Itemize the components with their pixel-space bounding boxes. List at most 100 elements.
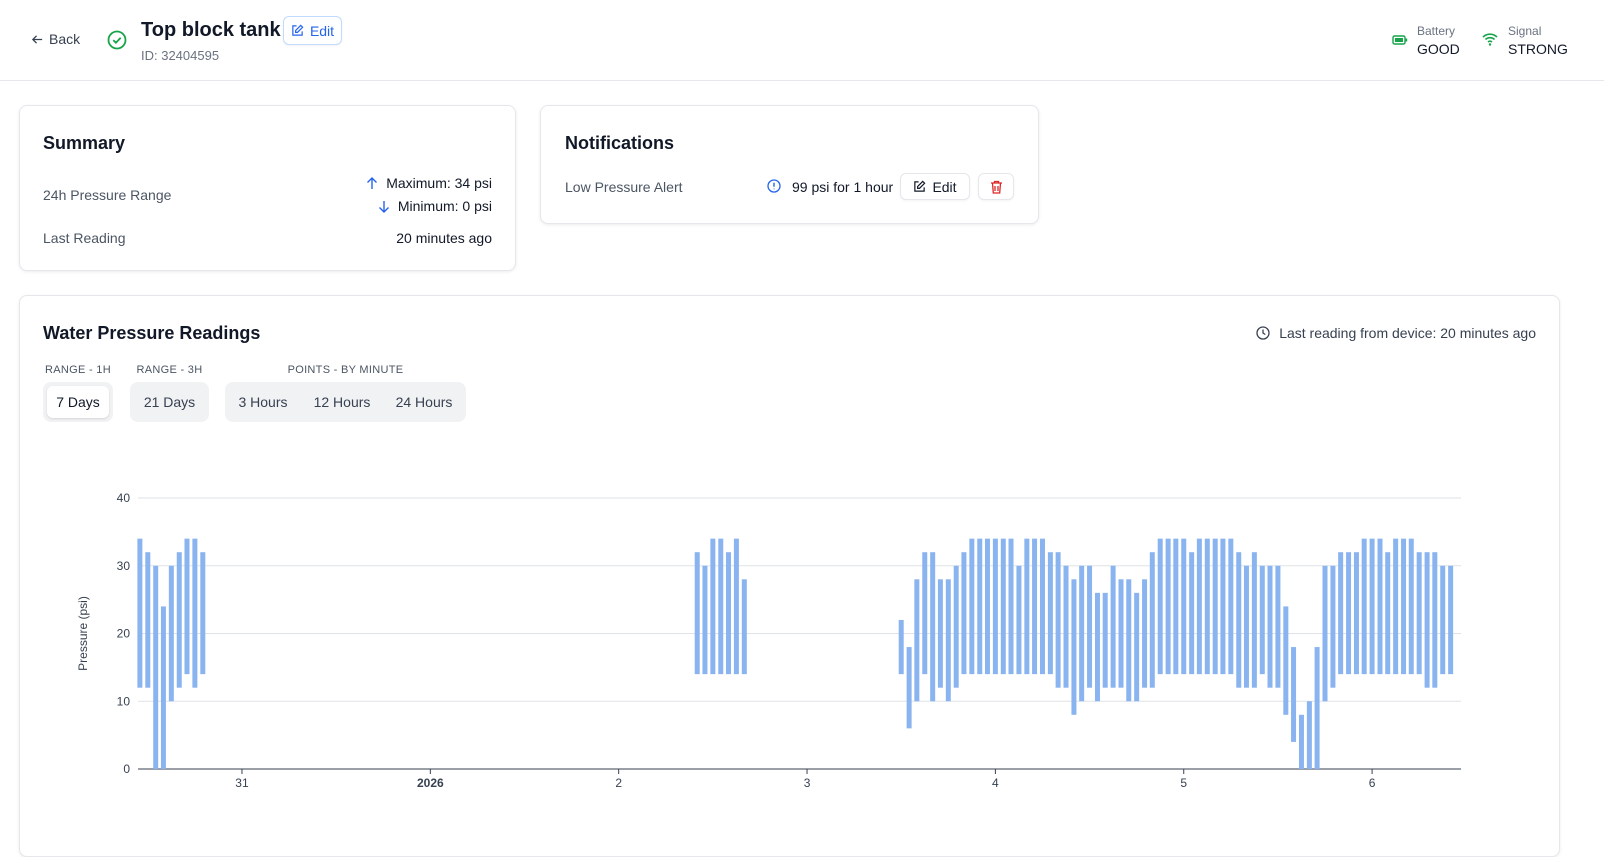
range-bar xyxy=(1424,552,1430,688)
minimum-value: Minimum: 0 psi xyxy=(397,198,492,214)
range-bar xyxy=(1024,538,1030,675)
range-bar xyxy=(1126,579,1132,702)
signal-icon xyxy=(1482,33,1498,46)
range-bar xyxy=(1063,565,1069,688)
range-bar xyxy=(1110,565,1116,688)
edit-title-button[interactable]: Edit xyxy=(283,16,342,45)
tab-button[interactable]: 21 Days xyxy=(143,394,196,410)
range-bar xyxy=(1243,565,1249,688)
range-bar xyxy=(992,538,998,675)
range-bar xyxy=(718,538,724,675)
battery-icon xyxy=(1392,35,1408,45)
x-tick-label: 31 xyxy=(235,776,249,790)
x-tick-label: 6 xyxy=(1369,776,1376,790)
x-tick-label: 3 xyxy=(804,776,811,790)
range-bar xyxy=(1306,701,1312,769)
clock-icon xyxy=(1256,326,1270,340)
range-bar xyxy=(1181,538,1187,675)
range-bar xyxy=(914,579,920,702)
range-bar xyxy=(694,552,700,675)
tab-button[interactable]: 24 Hours xyxy=(395,394,453,410)
range-bar xyxy=(1212,538,1218,675)
range-bar xyxy=(153,565,159,769)
range-bar xyxy=(184,538,190,675)
edit-alert-button[interactable]: Edit xyxy=(900,173,970,200)
summary-title: Summary xyxy=(43,133,126,153)
range-bar xyxy=(1071,579,1077,715)
range-bar xyxy=(1416,552,1422,675)
range-bar xyxy=(1259,565,1265,675)
tab-button[interactable]: 12 Hours xyxy=(313,394,371,410)
battery-label: Battery xyxy=(1417,24,1456,38)
range-bar xyxy=(1361,538,1367,675)
range-bar xyxy=(1079,565,1085,702)
range-bar xyxy=(1322,565,1328,702)
down-arrow-icon xyxy=(378,200,389,213)
y-tick-label: 30 xyxy=(117,559,131,573)
edit-alert-label: Edit xyxy=(932,178,957,195)
battery-value: GOOD xyxy=(1417,41,1460,57)
trash-icon xyxy=(990,180,1002,194)
alert-rule: 99 psi for 1 hour xyxy=(792,179,894,195)
range-bar xyxy=(741,579,747,675)
signal-label: Signal xyxy=(1508,24,1542,38)
tab-button[interactable]: 7 Days xyxy=(47,386,109,418)
page: Top block tank { "header": {"back": "Bac… xyxy=(0,16,1604,857)
device-title: Top block tank xyxy=(141,19,281,41)
range-bar xyxy=(1165,538,1171,675)
back-label: Back xyxy=(49,31,81,47)
range-bar xyxy=(168,565,174,702)
range-bar xyxy=(145,552,151,688)
range-bar xyxy=(1330,565,1336,688)
up-arrow-icon xyxy=(367,176,378,189)
y-tick-label: 10 xyxy=(117,694,131,708)
minimum-row: Minimum: 0 psi xyxy=(378,198,492,214)
range-bar xyxy=(1408,538,1414,675)
range-bar xyxy=(969,538,975,675)
maximum-row: Maximum: 34 psi xyxy=(366,175,492,191)
range-bar xyxy=(1440,565,1446,675)
range-bar xyxy=(1055,552,1061,688)
maximum-value: Maximum: 34 psi xyxy=(386,175,492,191)
range-bar xyxy=(1134,592,1140,702)
tab-group: 21 Days xyxy=(130,382,209,422)
range-bar xyxy=(1196,538,1202,675)
range-bar xyxy=(1102,592,1108,688)
range-bar xyxy=(1267,565,1273,688)
delete-alert-button[interactable] xyxy=(978,173,1014,200)
range-bar xyxy=(984,538,990,675)
range-bar xyxy=(1346,552,1352,675)
device-id: ID: 32404595 xyxy=(141,48,220,63)
range-bar xyxy=(1338,552,1344,675)
summary-card xyxy=(19,105,516,271)
tab-group-label: POINTS - BY MINUTE xyxy=(287,364,404,376)
edit-icon xyxy=(292,24,304,36)
alert-label: Low Pressure Alert xyxy=(565,179,683,195)
range-bar xyxy=(1369,538,1375,675)
edit-icon xyxy=(914,180,926,192)
info-icon xyxy=(767,179,781,193)
range-bar xyxy=(1032,538,1038,675)
range-bar xyxy=(1008,538,1014,675)
range-bar xyxy=(1298,714,1304,769)
readings-title: Water Pressure Readings xyxy=(43,323,261,343)
range-bar xyxy=(1157,538,1163,675)
range-bar xyxy=(1401,538,1407,675)
range-bar xyxy=(137,538,143,688)
tab-button[interactable]: 3 Hours xyxy=(238,394,288,410)
last-reading-note: Last reading from device: 20 minutes ago xyxy=(1256,325,1536,341)
range-bar xyxy=(1228,538,1234,675)
range-bar xyxy=(702,565,708,675)
range-bar xyxy=(1275,565,1281,688)
range-bar xyxy=(1142,579,1148,688)
y-tick-label: 40 xyxy=(117,491,131,505)
back-button[interactable]: Back xyxy=(31,31,80,47)
edit-label: Edit xyxy=(309,22,335,39)
range-bar xyxy=(906,647,912,729)
range-bar xyxy=(200,552,206,675)
range-bar xyxy=(1173,538,1179,675)
range-bar xyxy=(710,538,716,675)
x-tick-label: 2026 xyxy=(417,776,444,790)
range-bar xyxy=(1236,552,1242,688)
back-arrow-icon xyxy=(31,34,43,44)
